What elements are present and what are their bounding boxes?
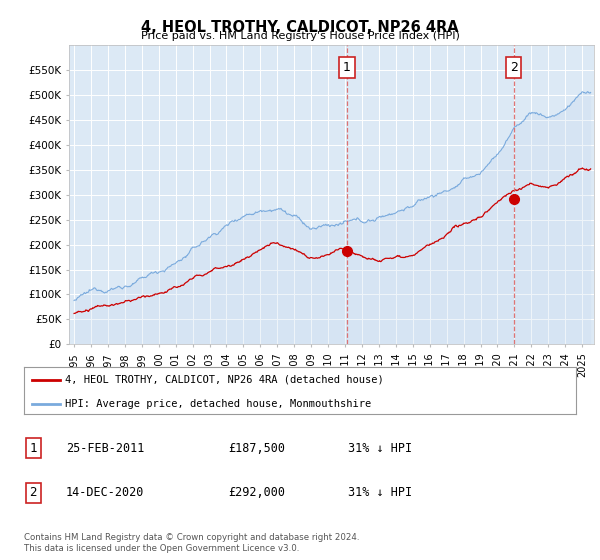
Text: 4, HEOL TROTHY, CALDICOT, NP26 4RA: 4, HEOL TROTHY, CALDICOT, NP26 4RA <box>141 20 459 35</box>
Text: 31% ↓ HPI: 31% ↓ HPI <box>348 486 412 500</box>
Text: 31% ↓ HPI: 31% ↓ HPI <box>348 441 412 455</box>
Text: 1: 1 <box>343 61 351 74</box>
Text: 2: 2 <box>29 486 37 500</box>
Text: 4, HEOL TROTHY, CALDICOT, NP26 4RA (detached house): 4, HEOL TROTHY, CALDICOT, NP26 4RA (deta… <box>65 375 384 385</box>
Text: £292,000: £292,000 <box>228 486 285 500</box>
Text: HPI: Average price, detached house, Monmouthshire: HPI: Average price, detached house, Monm… <box>65 399 371 409</box>
Text: 1: 1 <box>29 441 37 455</box>
Text: £187,500: £187,500 <box>228 441 285 455</box>
Text: 25-FEB-2011: 25-FEB-2011 <box>66 441 145 455</box>
Text: Contains HM Land Registry data © Crown copyright and database right 2024.
This d: Contains HM Land Registry data © Crown c… <box>24 533 359 553</box>
Text: 14-DEC-2020: 14-DEC-2020 <box>66 486 145 500</box>
Text: 2: 2 <box>510 61 518 74</box>
Text: Price paid vs. HM Land Registry's House Price Index (HPI): Price paid vs. HM Land Registry's House … <box>140 31 460 41</box>
